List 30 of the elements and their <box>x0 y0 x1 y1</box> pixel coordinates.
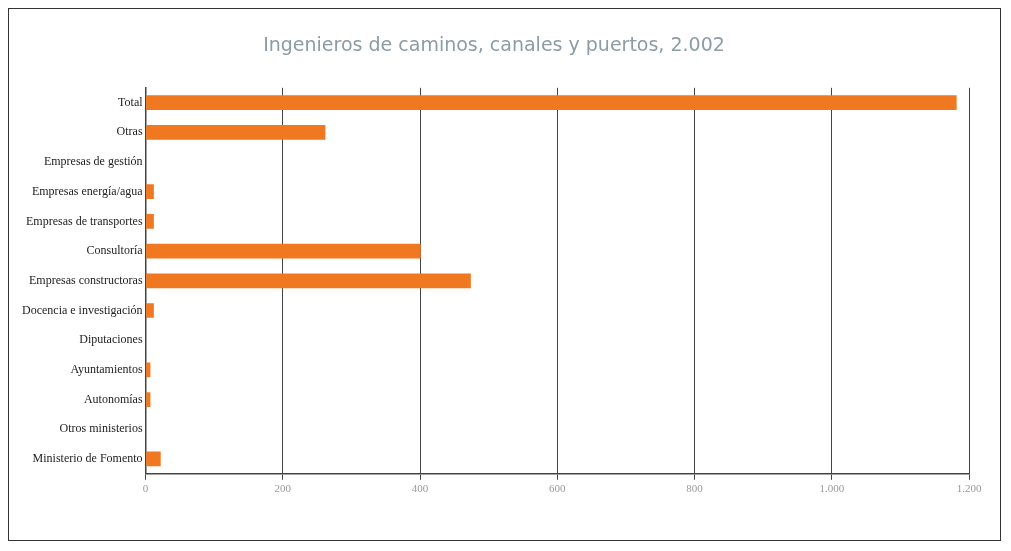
y-tick-label: Empresas de transportes <box>25 213 143 228</box>
y-tick-label: Otras <box>116 124 143 139</box>
x-tick-label: 1.000 <box>819 482 845 495</box>
bar <box>146 273 471 289</box>
y-tick-label: Ayuntamientos <box>70 362 143 377</box>
y-tick-label: Docencia e investigación <box>21 302 143 317</box>
y-tick-label: Diputaciones <box>79 332 143 347</box>
bar <box>146 124 326 140</box>
bar <box>146 451 161 467</box>
x-tick-label: 600 <box>549 482 567 495</box>
y-tick-label: Otros ministerios <box>59 421 143 436</box>
x-tick-label: 0 <box>142 482 149 495</box>
chart-title: Ingenieros de caminos, canales y puertos, 2.002 <box>263 33 725 56</box>
y-tick-label: Empresas de gestión <box>43 154 143 169</box>
y-tick-label: Ministerio de Fomento <box>32 451 143 466</box>
bar <box>146 184 154 200</box>
bar <box>146 214 154 229</box>
y-tick-label: Autonomías <box>83 391 143 406</box>
y-tick-label: Consultoría <box>86 243 144 258</box>
bar <box>146 243 421 259</box>
x-tick-label: 200 <box>274 482 292 495</box>
y-tick-label: Empresas constructoras <box>28 272 143 287</box>
bar <box>146 392 151 407</box>
x-tick-label: 400 <box>411 482 429 495</box>
y-tick-label: Empresas energía/agua <box>31 183 144 198</box>
bar <box>146 303 154 318</box>
bar <box>146 95 957 110</box>
x-tick-label: 1.200 <box>956 482 982 495</box>
y-tick-label: Total <box>118 94 144 109</box>
x-tick-label: 800 <box>686 482 704 495</box>
